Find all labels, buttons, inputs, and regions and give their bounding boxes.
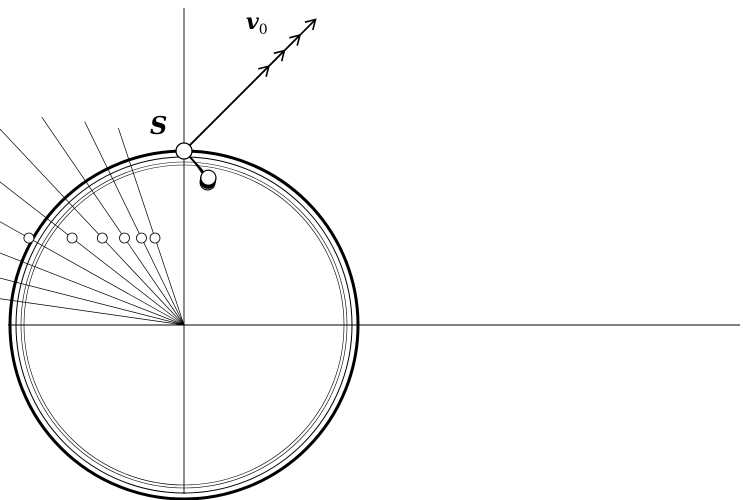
major-axis-ray [117, 127, 185, 326]
ellipse-center [149, 232, 161, 244]
impact-point-markers [199, 169, 217, 191]
velocity-symbol: v [246, 9, 259, 35]
planet-outline-inner-2 [23, 164, 345, 486]
impact-point [200, 169, 217, 186]
ellipse-center [66, 232, 78, 244]
major-axis-ray [41, 116, 185, 326]
ellipse-center [96, 232, 108, 244]
launch-point-marker [175, 142, 193, 160]
ellipse-center [119, 232, 130, 244]
major-axis-ray [0, 128, 185, 326]
planet-outline-inner-1 [20, 161, 348, 489]
major-axis-rays [0, 116, 185, 326]
major-axis-ray [84, 121, 185, 326]
major-axis-ray [0, 277, 185, 326]
velocity-arrows [183, 18, 317, 152]
ellipse-center-markers [23, 232, 161, 244]
ellipse-center [136, 232, 147, 244]
major-axis-ray [0, 221, 185, 326]
launch-point-label: S [150, 111, 167, 140]
velocity-arrow [183, 18, 317, 152]
major-axis-ray [0, 252, 185, 326]
velocity-subscript: 0 [259, 22, 268, 38]
ellipse-center [23, 232, 35, 244]
velocity-label: v0 [246, 9, 268, 38]
major-axis-ray [0, 181, 185, 326]
